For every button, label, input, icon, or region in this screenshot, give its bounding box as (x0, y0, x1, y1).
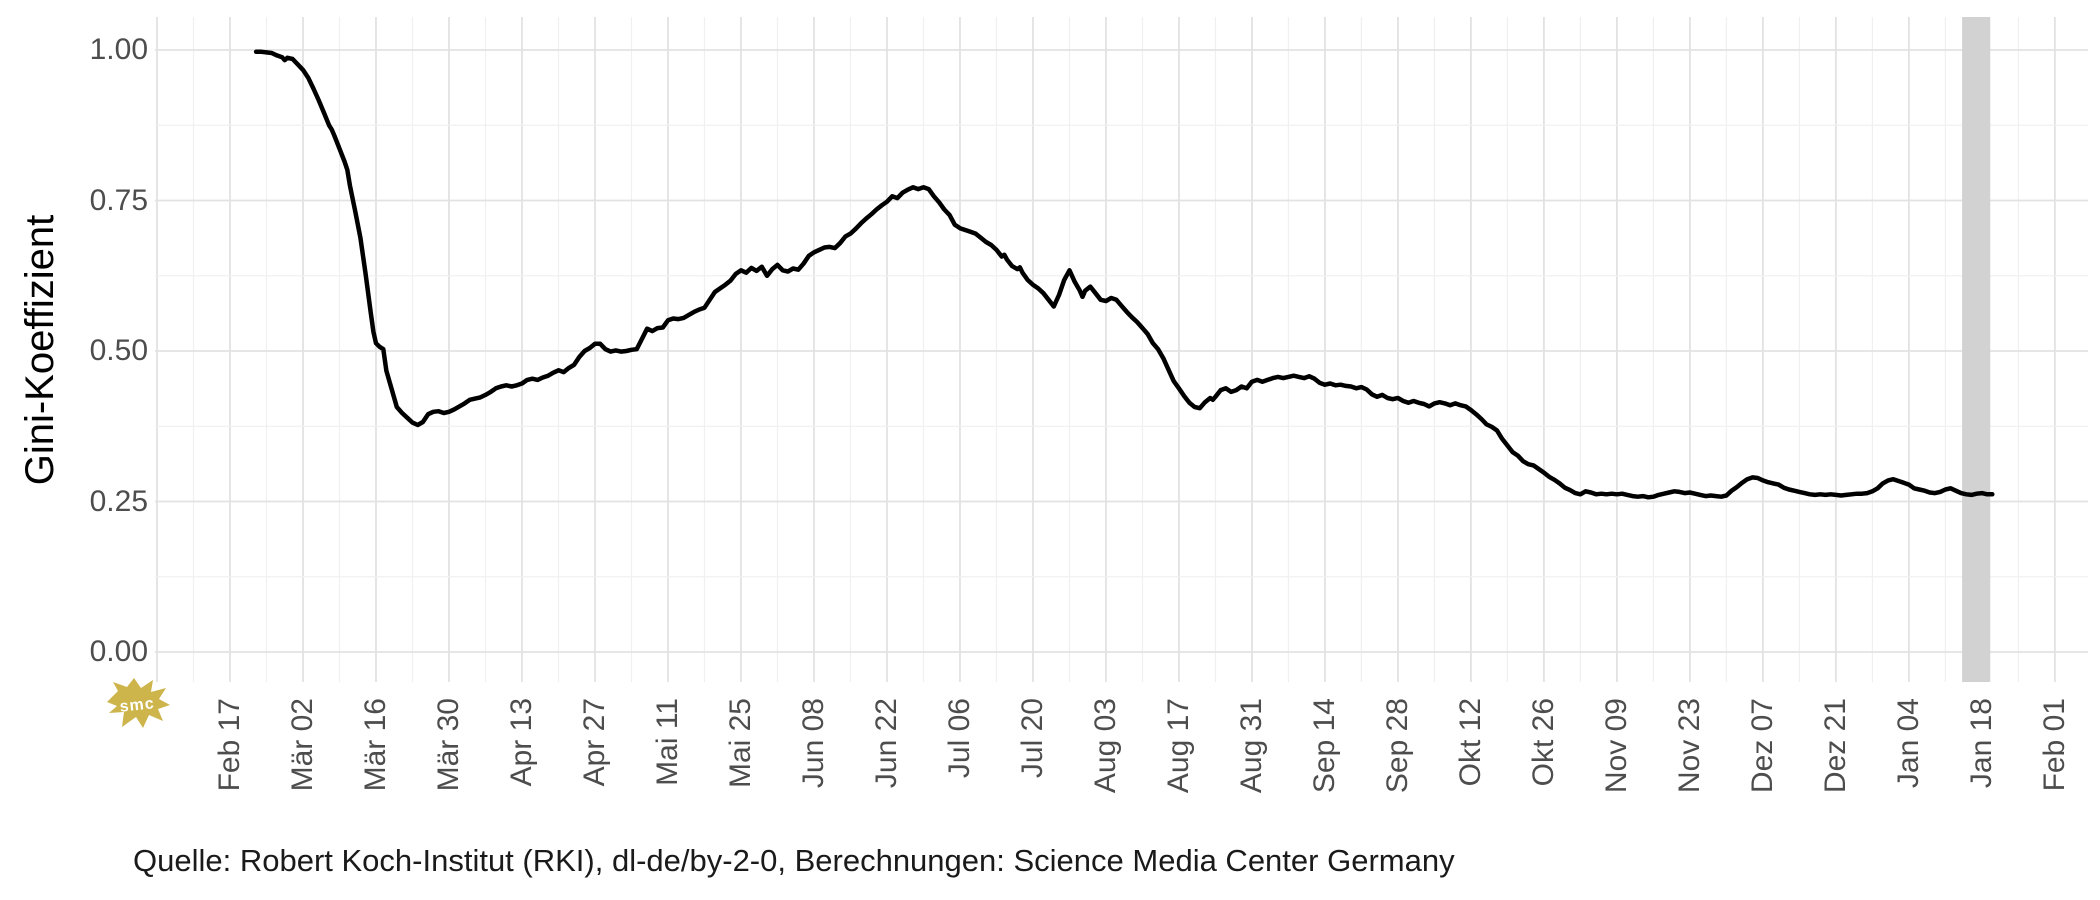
x-tick-label: Mai 25 (723, 698, 757, 789)
x-tick-label: Mär 30 (431, 698, 465, 792)
x-tick-label: Mär 02 (285, 698, 319, 792)
x-tick-label: Jan 18 (1964, 698, 1998, 789)
x-tick-label: Aug 17 (1161, 698, 1195, 794)
x-tick-label: Jul 06 (942, 698, 976, 779)
x-tick-label: Jan 04 (1891, 698, 1925, 789)
x-tick-label: Apr 27 (577, 698, 611, 787)
gridlines (155, 17, 2088, 682)
x-tick-label: Sep 14 (1307, 698, 1341, 794)
x-tick-label: Sep 28 (1380, 698, 1414, 794)
x-tick-label: Nov 23 (1672, 698, 1706, 794)
x-tick-label: Aug 31 (1234, 698, 1268, 794)
x-tick-label: Nov 09 (1599, 698, 1633, 794)
smc-logo-splat-icon (107, 678, 170, 728)
recent-data-band (1962, 17, 1991, 682)
x-tick-label: Okt 26 (1526, 698, 1560, 787)
y-tick-label: 0.25 (89, 484, 148, 518)
y-tick-label: 0.75 (89, 183, 148, 217)
smc-logo-text: smc (119, 695, 156, 716)
source-caption: Quelle: Robert Koch-Institut (RKI), dl-d… (133, 843, 1455, 878)
x-tick-label: Mär 16 (358, 698, 392, 792)
x-tick-label: Aug 03 (1088, 698, 1122, 794)
x-tick-label: Jun 22 (869, 698, 903, 789)
x-tick-label: Jun 08 (796, 698, 830, 789)
gini-line (253, 49, 1995, 500)
x-tick-label: Apr 13 (504, 698, 538, 787)
x-tick-label: Dez 07 (1745, 698, 1779, 794)
x-tick-label: Dez 21 (1818, 698, 1852, 794)
smc-logo: smc (107, 678, 170, 728)
y-tick-label: 0.50 (89, 334, 148, 367)
x-tick-label: Okt 12 (1453, 698, 1487, 787)
x-tick-label: Feb 17 (213, 698, 246, 792)
y-tick-label: 1.00 (89, 33, 148, 66)
y-tick-label: 0.00 (89, 635, 148, 668)
x-tick-label: Mai 11 (650, 698, 684, 786)
x-tick-label: Feb 01 (2037, 698, 2071, 792)
x-tick-label: Jul 20 (1015, 698, 1049, 779)
